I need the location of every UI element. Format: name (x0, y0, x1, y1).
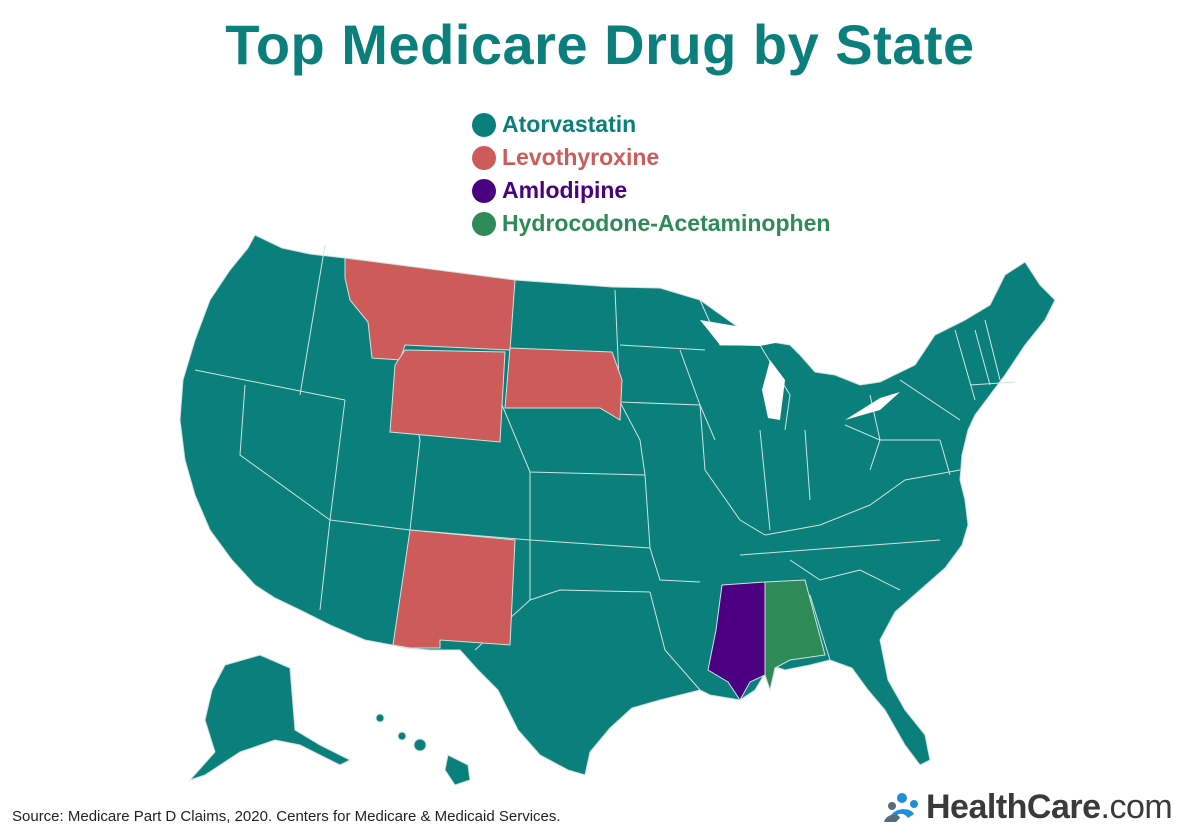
legend-dot-amlodipine (472, 178, 496, 203)
legend-dot-hydrocodone (472, 211, 496, 236)
legend-label-levothyroxine: Levothyroxine (502, 144, 660, 170)
state-hawaii-island-1 (413, 738, 427, 752)
lake-michigan (762, 360, 785, 420)
state-hawaii-island-2 (397, 731, 407, 741)
state-new-mexico (392, 529, 516, 649)
mainland-atorvastatin-region (179, 234, 1056, 776)
legend-label-atorvastatin: Atorvastatin (502, 111, 637, 137)
state-wyoming (389, 349, 506, 443)
brand-logo: HealthCare.com (884, 788, 1173, 827)
page-title: Top Medicare Drug by State (225, 13, 975, 76)
legend-dot-atorvastatin (472, 112, 496, 137)
state-hawaii-island-3 (375, 713, 385, 723)
source-note: Source: Medicare Part D Claims, 2020. Ce… (12, 808, 561, 825)
legend: Atorvastatin Levothyroxine Amlodipine Hy… (472, 108, 830, 240)
legend-item-hydrocodone: Hydrocodone-Acetaminophen (472, 207, 830, 240)
state-alaska (188, 654, 352, 782)
legend-label-hydrocodone: Hydrocodone-Acetaminophen (502, 210, 831, 236)
state-south-dakota (504, 347, 623, 421)
legend-item-amlodipine: Amlodipine (472, 174, 830, 207)
lake-superior (700, 320, 790, 346)
brand-wordmark: HealthCare.com (926, 788, 1173, 827)
state-alabama (764, 579, 826, 692)
legend-item-atorvastatin: Atorvastatin (472, 108, 830, 141)
state-borders (194, 244, 1016, 691)
people-logo-icon (884, 792, 918, 822)
state-montana (344, 257, 516, 361)
brand-wordmark-light: .com (1100, 788, 1173, 826)
state-hawaii-main (444, 754, 471, 786)
legend-label-amlodipine: Amlodipine (502, 177, 628, 203)
legend-item-levothyroxine: Levothyroxine (472, 141, 830, 174)
lake-erie (845, 392, 900, 420)
legend-dot-levothyroxine (472, 145, 496, 170)
brand-wordmark-bold: HealthCare (926, 788, 1101, 826)
